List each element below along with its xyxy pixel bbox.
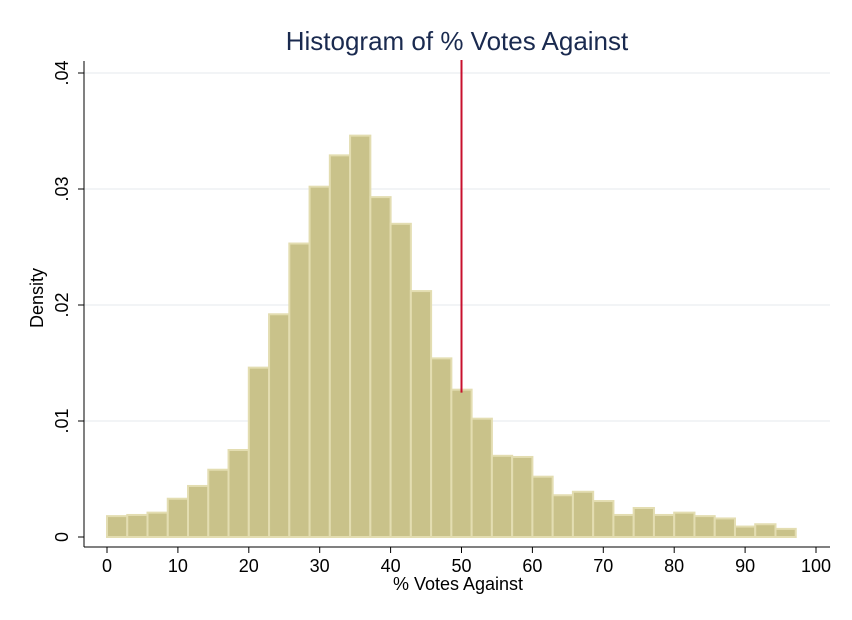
x-tick-label-3: 30: [310, 556, 330, 576]
histogram-bar-9: [288, 242, 311, 539]
histogram-bar-33: [774, 527, 797, 539]
histogram-bar-21: [531, 475, 554, 538]
y-tick-label-1: .01: [52, 408, 72, 433]
histogram-bar-29: [693, 515, 716, 538]
histogram-bar-15: [409, 290, 433, 538]
histogram-bar-1: [126, 513, 149, 539]
x-tick-label-4: 40: [381, 556, 401, 576]
histogram-bar-26: [632, 507, 655, 538]
histogram-bar-25: [612, 513, 635, 539]
histogram-bar-12: [349, 134, 372, 538]
x-tick-label-5: 50: [451, 556, 471, 576]
x-tick-label-7: 70: [593, 556, 613, 576]
y-tick-label-2: .02: [52, 292, 72, 317]
histogram-bar-28: [673, 511, 696, 539]
x-axis-ticks: 0 10 20 30 40 50 60 70 80 90 100: [102, 547, 831, 576]
histogram-bar-4: [187, 484, 210, 538]
histogram-bar-10: [308, 185, 331, 538]
x-tick-label-2: 20: [239, 556, 259, 576]
histogram-bar-23: [571, 490, 595, 539]
x-tick-label-9: 90: [735, 556, 755, 576]
histogram-bars: [106, 134, 797, 539]
histogram-bar-16: [430, 357, 453, 538]
histogram-bar-13: [369, 196, 392, 538]
histogram-bar-24: [592, 500, 615, 539]
histogram-bar-8: [268, 313, 291, 538]
histogram-bar-17: [450, 388, 473, 538]
histogram-bar-11: [328, 154, 352, 539]
y-tick-label-0: 0: [52, 532, 72, 542]
gridlines: [84, 72, 830, 422]
chart-title: Histogram of % Votes Against: [286, 26, 629, 56]
histogram-bar-19: [490, 454, 514, 538]
y-axis-ticks: 0 .01 .02 .03 .04: [52, 60, 84, 542]
histogram-bar-31: [733, 525, 757, 538]
histogram-bar-3: [166, 497, 190, 538]
histogram-bar-0: [106, 515, 129, 538]
histogram-bar-27: [652, 513, 676, 539]
x-tick-label-1: 10: [168, 556, 188, 576]
histogram-bar-18: [470, 417, 493, 538]
x-tick-label-10: 100: [801, 556, 831, 576]
x-tick-label-8: 80: [664, 556, 684, 576]
y-axis-title: Density: [27, 268, 47, 328]
y-tick-label-4: .04: [52, 60, 72, 85]
x-tick-label-0: 0: [102, 556, 112, 576]
histogram-bar-14: [389, 222, 412, 539]
axes: [83, 61, 830, 548]
histogram-bar-2: [146, 511, 169, 539]
x-tick-label-6: 60: [522, 556, 542, 576]
histogram-bar-20: [511, 455, 534, 538]
x-axis-title: % Votes Against: [393, 574, 523, 594]
histogram-bar-6: [227, 449, 250, 538]
y-tick-label-3: .03: [52, 176, 72, 201]
histogram-bar-7: [247, 366, 271, 539]
histogram-bar-22: [551, 494, 574, 538]
histogram-bar-30: [713, 517, 736, 539]
histogram-bar-5: [207, 468, 230, 538]
histogram-bar-32: [754, 523, 777, 538]
